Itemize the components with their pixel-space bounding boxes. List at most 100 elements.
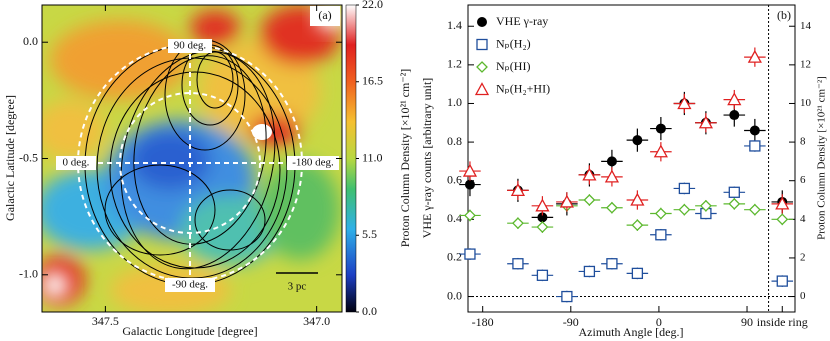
colorbar-label: Proton Column Density [×10²¹ cm⁻²] — [398, 69, 412, 248]
y-axis-label: Galactic Latitude [degree] — [3, 95, 17, 221]
marker — [537, 212, 548, 223]
annotation: 90 deg. — [174, 40, 207, 52]
y2-tick-label: 2 — [800, 251, 806, 263]
y-tick-label: 0.6 — [447, 172, 462, 186]
x-axis-label: Galactic Longitude [degree] — [122, 324, 257, 338]
marker — [631, 219, 644, 232]
marker — [464, 209, 476, 222]
marker — [464, 179, 475, 190]
marker — [698, 115, 714, 129]
marker — [604, 169, 620, 183]
y-tick-label: 1.0 — [447, 95, 462, 109]
colorbar-tick-label: 5.5 — [362, 227, 377, 241]
legend-label: Nₚ(HI) — [496, 59, 530, 73]
marker — [749, 125, 760, 136]
colorbar-tick-label: 16.5 — [362, 74, 383, 88]
legend-label: VHE γ-ray — [496, 14, 548, 28]
marker — [727, 92, 742, 106]
y-tick-label: -0.5 — [19, 150, 38, 164]
y-tick-label: 0.2 — [447, 250, 462, 264]
y2-tick-label: 12 — [800, 58, 811, 70]
y-tick-label: 0.0 — [447, 288, 462, 302]
marker — [606, 258, 618, 270]
y-tick-label: 0.4 — [447, 211, 462, 225]
map-image — [42, 5, 342, 312]
colorbar-tick-label: 11.0 — [362, 150, 383, 164]
marker — [776, 275, 788, 287]
x-axis-label: Azimuth Angle [deg.] — [579, 325, 684, 339]
y2-tick-label: 8 — [800, 136, 806, 148]
marker — [510, 183, 526, 197]
x-tick-label: -180 — [472, 315, 494, 329]
marker — [776, 213, 789, 226]
marker — [749, 140, 761, 152]
y2-tick-label: 6 — [800, 174, 806, 186]
marker — [632, 135, 643, 146]
marker — [728, 186, 740, 198]
marker — [748, 203, 761, 216]
marker — [677, 96, 692, 110]
y2-tick-label: 14 — [800, 20, 812, 32]
y-tick-label: 1.2 — [447, 57, 462, 71]
marker — [462, 163, 478, 177]
y2-tick-label: 4 — [800, 213, 806, 225]
marker — [631, 267, 644, 280]
marker — [655, 123, 666, 134]
marker — [536, 269, 549, 281]
annotation-box — [168, 39, 212, 53]
marker — [559, 194, 574, 208]
panel-label: (b) — [777, 8, 791, 22]
y-tick-label: 0.0 — [23, 34, 38, 48]
x-tick-label: 90 — [741, 315, 753, 329]
annotation: -90 deg. — [172, 279, 208, 291]
annotation-box — [165, 278, 215, 292]
x-tick-label: -90 — [563, 315, 579, 329]
marker — [583, 194, 596, 206]
marker — [582, 167, 597, 181]
legend-label: Nₚ(H₂+HI) — [496, 81, 550, 95]
annotation: 3 pc — [288, 281, 307, 293]
colorbar-tick-label: 0.0 — [362, 304, 377, 318]
marker — [728, 197, 741, 210]
x-tick-label: 347.5 — [92, 314, 119, 328]
annotation-box — [56, 156, 96, 170]
marker — [747, 49, 762, 63]
marker — [476, 61, 488, 73]
marker — [678, 203, 691, 216]
marker — [476, 38, 488, 51]
annotation: -180 deg. — [292, 157, 334, 169]
marker — [583, 265, 596, 278]
marker — [535, 198, 550, 212]
plot-frame — [467, 4, 796, 313]
marker — [561, 290, 573, 303]
marker — [653, 144, 668, 158]
x-tick-label: 0 — [656, 315, 662, 329]
marker — [464, 248, 476, 260]
x-tick-label: 347.0 — [303, 314, 330, 328]
annotation: 0 deg. — [63, 157, 90, 169]
marker — [775, 196, 790, 210]
panel-label: (a) — [318, 8, 331, 22]
panel-label-box — [310, 6, 340, 26]
marker — [536, 221, 549, 233]
y-tick-label: -1.0 — [19, 267, 38, 281]
annotation-box — [287, 156, 339, 170]
marker — [654, 207, 667, 220]
y-tick-label: 0.8 — [447, 134, 462, 148]
colorbar-tick-label: 22.0 — [362, 0, 383, 11]
marker — [512, 258, 524, 270]
marker — [605, 201, 618, 214]
y-tick-label: 1.4 — [447, 18, 462, 32]
colorbar — [345, 4, 357, 313]
legend-label: Nₚ(H₂) — [496, 36, 531, 50]
y2-tick-label: 0 — [800, 290, 806, 302]
marker — [606, 156, 617, 167]
marker — [512, 217, 524, 230]
marker — [729, 110, 740, 121]
y-axis-label: VHE γ-ray counts [arbitrary unit] — [420, 78, 434, 239]
marker — [477, 17, 487, 27]
x-tick-label: inside ring — [757, 315, 808, 329]
marker — [474, 82, 490, 96]
y2-tick-label: 10 — [800, 97, 812, 109]
